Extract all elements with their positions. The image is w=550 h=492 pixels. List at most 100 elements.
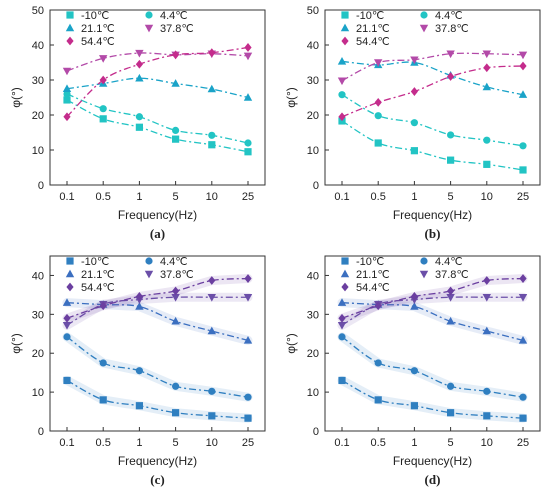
legend-label: 21.1℃ — [81, 23, 115, 35]
x-tick-label: 0.1 — [59, 437, 74, 449]
legend-entry: 4.4℃ — [420, 256, 463, 268]
data-point — [63, 333, 71, 341]
legend-label: -10℃ — [81, 10, 109, 22]
series-line — [66, 93, 249, 144]
y-tick-label: 40 — [307, 40, 319, 52]
series-line — [341, 52, 524, 82]
series-glow — [337, 332, 528, 402]
data-point — [63, 90, 71, 98]
data-point — [243, 294, 253, 302]
data-point — [338, 333, 346, 341]
series-line — [66, 99, 249, 153]
data-point — [374, 112, 382, 120]
series-glow — [337, 375, 528, 423]
x-tick-label: 1 — [136, 437, 142, 449]
series-2 — [338, 91, 527, 150]
legend-marker — [65, 23, 75, 32]
data-point — [99, 115, 107, 123]
data-point — [244, 43, 252, 52]
data-point — [172, 135, 180, 143]
data-point — [410, 402, 418, 410]
y-tick-label: 10 — [32, 387, 44, 399]
chart-panel-1: 0 10 20 30 40 50 0.1 0.5 1 5 10 25 Frequency(Hz) φ(°)… — [9, 5, 266, 241]
data-point — [483, 160, 491, 168]
y-tick-label: 10 — [307, 145, 319, 157]
y-tick-label: 50 — [32, 5, 44, 17]
data-point — [99, 105, 107, 113]
legend-entry: -10℃ — [341, 10, 384, 22]
data-point — [243, 52, 253, 61]
legend-label: 54.4℃ — [81, 282, 115, 294]
series-4 — [62, 49, 253, 76]
legend-marker — [144, 270, 154, 279]
series-2 — [337, 332, 528, 402]
y-tick-label: 20 — [32, 110, 44, 122]
data-point — [447, 72, 455, 81]
data-point — [483, 63, 491, 73]
legend-label: -10℃ — [81, 256, 109, 268]
series-line — [66, 336, 249, 398]
data-point — [338, 112, 346, 122]
y-tick-label: 20 — [307, 110, 319, 122]
data-point — [410, 147, 418, 155]
data-point — [518, 294, 528, 302]
data-point — [410, 302, 419, 310]
data-point — [483, 412, 491, 420]
legend-marker — [419, 24, 429, 33]
legend-entry: 21.1℃ — [340, 23, 390, 35]
y-tick-label: 0 — [38, 426, 44, 438]
data-point — [483, 136, 491, 144]
series-line — [66, 46, 249, 118]
y-tick-label: 0 — [313, 180, 319, 192]
data-point — [519, 274, 527, 283]
series-5 — [62, 274, 253, 323]
legend-label: 4.4℃ — [435, 256, 463, 268]
legend-label: 54.4℃ — [81, 36, 115, 48]
data-point — [135, 59, 143, 69]
data-point — [244, 274, 252, 283]
data-point — [447, 382, 455, 390]
data-point — [63, 376, 71, 385]
legend-entry: 54.4℃ — [341, 282, 390, 294]
data-point — [410, 119, 418, 127]
legend-label: 4.4℃ — [160, 256, 188, 268]
legend-entry: 21.1℃ — [65, 269, 115, 281]
series-4 — [337, 50, 528, 86]
x-tick-label: 0.5 — [96, 437, 111, 449]
legend-label: 37.8℃ — [160, 23, 194, 35]
data-point — [338, 313, 346, 323]
data-point — [207, 326, 216, 335]
legend-entry: 37.8℃ — [144, 269, 194, 281]
series-5 — [338, 61, 527, 122]
data-point — [63, 112, 71, 122]
data-point — [338, 376, 346, 385]
series-3 — [337, 298, 528, 345]
series-1 — [63, 96, 252, 156]
data-point — [483, 387, 491, 395]
series-5 — [337, 274, 528, 323]
data-point — [374, 359, 382, 367]
data-point — [135, 123, 143, 131]
data-point — [62, 84, 72, 92]
series-3 — [62, 73, 253, 101]
data-point — [410, 367, 418, 375]
series-3 — [62, 298, 253, 345]
data-point — [338, 91, 346, 99]
y-tick-label: 50 — [307, 5, 319, 17]
data-point — [447, 409, 455, 417]
legend-entry: 54.4℃ — [341, 36, 390, 48]
legend-entry: -10℃ — [66, 256, 109, 268]
data-point — [99, 396, 107, 404]
data-point — [337, 77, 347, 86]
y-tick-label: 30 — [32, 309, 44, 321]
data-point — [410, 87, 418, 96]
legend-marker — [66, 282, 74, 292]
legend-marker — [420, 11, 428, 19]
legend-label: 21.1℃ — [356, 269, 390, 281]
legend-entry: 21.1℃ — [340, 269, 390, 281]
series-line — [341, 60, 524, 96]
y-axis-title: φ(°) — [9, 87, 23, 108]
series-line — [341, 65, 524, 118]
data-point — [135, 113, 143, 121]
legend-label: 4.4℃ — [160, 10, 188, 22]
